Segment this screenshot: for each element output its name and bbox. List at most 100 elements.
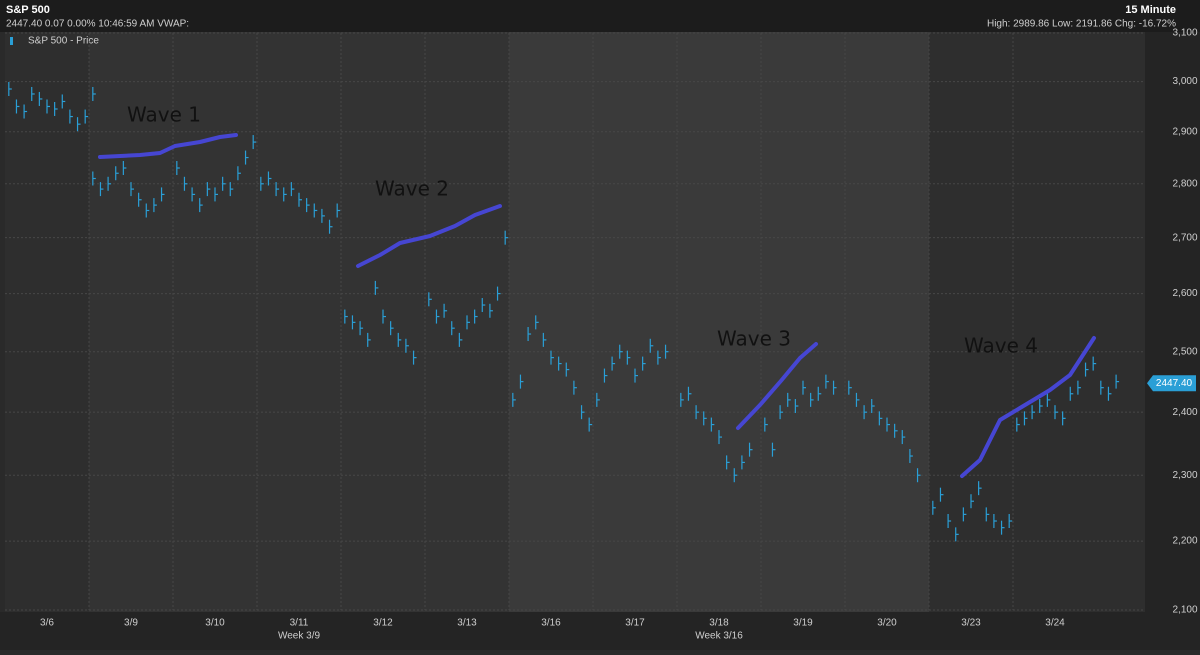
- price-bar: [412, 350, 417, 365]
- price-bar: [69, 109, 73, 124]
- price-bar: [970, 494, 974, 509]
- range-line: High: 2989.86 Low: 2191.86 Chg: -16.72%: [987, 19, 1176, 30]
- price-bar: [313, 203, 318, 218]
- price-bar: [1107, 386, 1112, 401]
- price-bar: [733, 468, 738, 483]
- price-bar: [405, 338, 409, 353]
- price-bar: [84, 109, 89, 124]
- price-bar: [779, 405, 784, 420]
- week-band: [89, 32, 509, 612]
- price-bar: [695, 405, 700, 420]
- price-bar: [764, 417, 768, 432]
- price-bar: [306, 198, 310, 213]
- wave-label: Wave 2: [375, 177, 449, 201]
- price-bar: [894, 423, 898, 438]
- price-bar: [878, 411, 883, 426]
- price-bar: [237, 166, 241, 181]
- price-bar: [54, 101, 58, 116]
- price-bar: [474, 309, 478, 324]
- price-bar: [351, 315, 356, 330]
- price-bar: [1062, 411, 1066, 426]
- price-bar: [1039, 399, 1043, 414]
- price-bar: [1046, 392, 1051, 407]
- price-bar: [550, 350, 554, 365]
- price-bar: [810, 392, 814, 407]
- price-bar: [283, 187, 287, 202]
- price-bar: [687, 386, 692, 401]
- x-tick-label: 3/13: [457, 618, 477, 629]
- price-bar: [496, 286, 501, 301]
- price-bar: [978, 481, 982, 496]
- price-bar: [489, 303, 493, 318]
- price-tag-label: 2447.40: [1156, 378, 1193, 389]
- price-bar: [1054, 405, 1058, 420]
- price-bar: [718, 430, 722, 445]
- price-bar: [122, 161, 127, 176]
- price-bar: [359, 321, 364, 336]
- price-bar: [649, 338, 654, 353]
- price-bar: [542, 332, 547, 347]
- price-bar: [61, 94, 66, 109]
- price-bar: [160, 187, 165, 202]
- price-bar: [1084, 362, 1089, 377]
- price-bar: [321, 208, 325, 223]
- price-bar: [955, 527, 959, 542]
- price-bar: [565, 362, 570, 377]
- price-bar: [222, 176, 226, 191]
- x-tick-label: 3/6: [40, 618, 54, 629]
- wave-curve: [356, 204, 502, 268]
- price-bar: [588, 417, 593, 432]
- price-bar: [138, 192, 142, 207]
- price-bar: [1100, 380, 1104, 395]
- price-bar: [596, 392, 600, 407]
- price-bar: [267, 171, 272, 186]
- price-bar: [458, 332, 463, 347]
- price-bar: [817, 386, 822, 401]
- legend-swatch: [10, 37, 13, 45]
- price-bar: [1069, 386, 1074, 401]
- price-bar: [130, 182, 134, 197]
- price-bar: [107, 176, 112, 191]
- price-bar: [947, 514, 952, 529]
- week-band: [5, 32, 89, 612]
- price-bar: [748, 442, 753, 457]
- price-bar: [535, 315, 539, 330]
- price-bar: [435, 309, 440, 324]
- price-bar: [298, 192, 302, 207]
- price-bar: [99, 182, 104, 197]
- price-bar: [206, 182, 211, 197]
- price-bar: [787, 392, 791, 407]
- header-bar: [0, 0, 1200, 32]
- x-tick-label: 3/24: [1045, 618, 1065, 629]
- price-bar: [504, 230, 509, 245]
- price-bar: [451, 321, 455, 336]
- price-bar: [527, 327, 532, 342]
- price-bar: [1000, 520, 1005, 535]
- annotations: Wave 1 Wave 2 Wave 3 Wave 4: [98, 103, 1096, 478]
- wave-label: Wave 1: [127, 103, 201, 127]
- price-bar: [932, 500, 936, 515]
- y-tick-label: 3,100: [1172, 28, 1197, 39]
- week-label: Week 3/9: [278, 631, 320, 642]
- price-bar: [145, 203, 150, 218]
- price-bar: [191, 187, 196, 202]
- price-bar: [275, 182, 280, 197]
- price-bar: [76, 117, 81, 132]
- x-tick-label: 3/23: [961, 618, 981, 629]
- price-bar: [1077, 380, 1081, 395]
- price-bar: [909, 449, 913, 464]
- x-tick-label: 3/11: [290, 618, 309, 629]
- price-bar: [771, 442, 776, 457]
- price-bar: [558, 356, 562, 371]
- price-bar: [962, 507, 967, 522]
- y-tick-label: 2,400: [1172, 407, 1197, 418]
- x-axis-area: [0, 612, 1145, 650]
- y-axis-area: [1145, 32, 1200, 650]
- price-bar: [794, 399, 799, 414]
- price-bar: [580, 405, 585, 420]
- quote-line: 2447.40 0.07 0.00% 10:46:59 AM VWAP:: [6, 19, 189, 30]
- x-tick-label: 3/16: [541, 618, 561, 629]
- price-bar: [726, 455, 730, 470]
